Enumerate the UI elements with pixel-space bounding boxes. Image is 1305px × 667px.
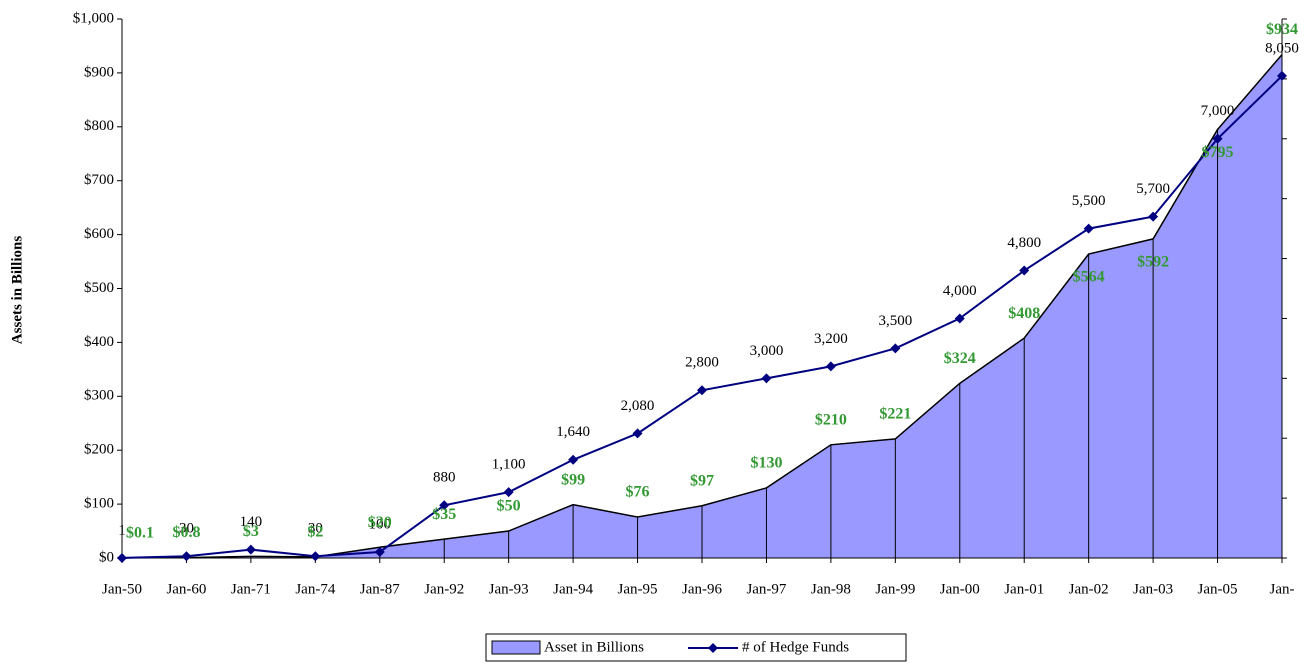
data-label: $76	[626, 484, 650, 501]
data-label: 3,000	[750, 343, 784, 359]
x-tick-label: Jan-02	[1069, 581, 1109, 597]
data-label: 3,500	[878, 313, 912, 329]
data-label: $50	[497, 498, 521, 515]
marker	[117, 552, 127, 563]
x-tick-label: Jan-96	[682, 581, 722, 597]
data-label: 880	[433, 470, 456, 486]
marker	[181, 551, 192, 562]
marker	[1212, 133, 1223, 144]
x-tick-label: Jan-50	[102, 581, 142, 597]
legend-swatch	[491, 640, 541, 655]
marker	[954, 313, 965, 324]
legend-label: Asset in Billions	[544, 639, 644, 655]
marker	[374, 547, 385, 558]
marker	[697, 385, 707, 396]
data-label: 2,800	[685, 355, 719, 371]
marker	[1277, 70, 1287, 81]
y-tick-label: $300	[84, 388, 114, 404]
y-tick-label: $100	[84, 496, 114, 512]
marker	[1019, 265, 1030, 276]
data-label: 3,200	[814, 331, 848, 347]
x-tick-label: Jan-94	[553, 581, 593, 597]
x-tick-label: Jan-92	[424, 581, 464, 597]
x-tick-label: Jan-00	[940, 581, 980, 597]
data-label: $35	[432, 506, 456, 523]
y-tick-label: $600	[84, 226, 114, 242]
x-tick-label: Jan-05	[1198, 581, 1238, 597]
x-tick-label: Jan-71	[231, 581, 271, 597]
data-label: $130	[750, 455, 782, 472]
data-label: $564	[1073, 269, 1105, 286]
x-tick-label: Jan-	[1270, 581, 1295, 597]
data-label: $324	[944, 350, 976, 367]
legend-label: # of Hedge Funds	[742, 639, 849, 655]
marker	[761, 373, 772, 384]
y-tick-label: $900	[84, 64, 114, 80]
data-label: $408	[1008, 305, 1040, 322]
marker	[568, 454, 579, 465]
marker	[632, 428, 643, 439]
marker	[503, 487, 514, 498]
y-tick-label: $0	[99, 549, 114, 565]
data-label: 7,000	[1201, 103, 1235, 119]
marker	[1148, 211, 1159, 222]
marker	[310, 551, 321, 562]
data-label: 5,500	[1072, 193, 1106, 209]
x-tick-label: Jan-87	[360, 581, 400, 597]
data-label: 1	[118, 522, 126, 538]
x-tick-label: Jan-98	[811, 581, 851, 597]
marker	[245, 544, 256, 555]
y-axis-title: Assets in Billions	[9, 236, 25, 345]
data-label: $592	[1137, 254, 1169, 271]
data-label: $0.1	[126, 525, 154, 542]
data-label: 30	[179, 521, 194, 537]
data-label: $0.8	[172, 524, 200, 541]
marker	[890, 343, 901, 354]
data-label: 2,080	[621, 398, 655, 414]
marker	[825, 361, 836, 372]
x-tick-label: Jan-60	[166, 581, 206, 597]
data-label: $20	[368, 514, 392, 531]
data-label: $99	[561, 471, 585, 488]
data-label: 4,000	[943, 283, 977, 299]
y-tick-label: $400	[84, 334, 114, 350]
data-label: $934	[1266, 21, 1298, 38]
marker	[1083, 223, 1094, 234]
y-tick-label: $1,000	[73, 10, 114, 26]
data-label: 8,050	[1265, 40, 1299, 56]
y-tick-label: $500	[84, 280, 114, 296]
x-tick-label: Jan-93	[489, 581, 529, 597]
x-tick-label: Jan-95	[618, 581, 658, 597]
data-label: $795	[1202, 144, 1234, 161]
y-tick-label: $800	[84, 118, 114, 134]
x-tick-label: Jan-01	[1004, 581, 1044, 597]
x-tick-label: Jan-74	[295, 581, 335, 597]
area	[122, 54, 1282, 558]
data-label: 1,640	[556, 424, 590, 440]
data-label: 5,700	[1136, 181, 1170, 197]
data-label: $210	[815, 411, 847, 428]
data-label: 30	[308, 521, 323, 537]
data-label: $3	[243, 523, 259, 540]
x-tick-label: Jan-97	[746, 581, 786, 597]
y-tick-label: $700	[84, 172, 114, 188]
x-tick-label: Jan-03	[1133, 581, 1173, 597]
data-label: $221	[879, 406, 911, 423]
data-label: $2	[307, 524, 323, 541]
data-label: 100	[369, 516, 392, 532]
data-label: $97	[690, 472, 714, 489]
marker	[439, 500, 450, 511]
data-label: 4,800	[1007, 235, 1041, 251]
y-tick-label: $200	[84, 442, 114, 458]
x-tick-label: Jan-99	[875, 581, 915, 597]
data-label: 1,100	[492, 457, 526, 473]
legend-marker	[708, 643, 718, 653]
data-label: 140	[240, 514, 263, 530]
